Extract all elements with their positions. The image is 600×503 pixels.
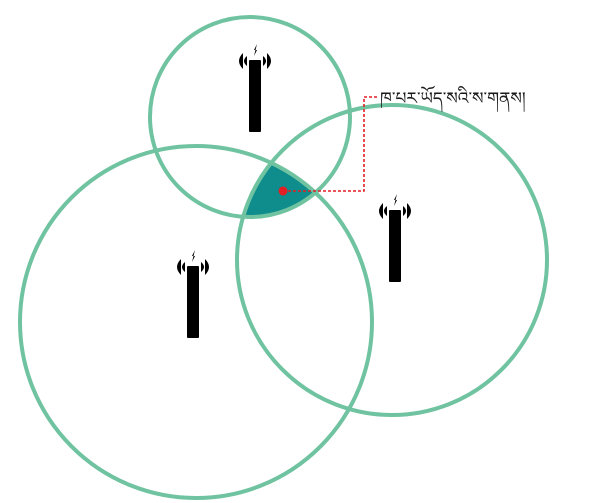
callout-leader-line bbox=[283, 96, 378, 192]
location-dot-icon bbox=[278, 186, 288, 196]
coverage-circle-left bbox=[18, 144, 374, 500]
cell-tower-icon bbox=[239, 44, 271, 132]
coverage-circle-right bbox=[235, 103, 549, 417]
callout-label: ཁ་པར་ཡོད་སའི་ས་གནས། bbox=[380, 89, 526, 109]
cell-tower-icon bbox=[177, 250, 209, 338]
coverage-circle-top bbox=[148, 15, 352, 219]
cell-tower-icon bbox=[379, 194, 411, 282]
